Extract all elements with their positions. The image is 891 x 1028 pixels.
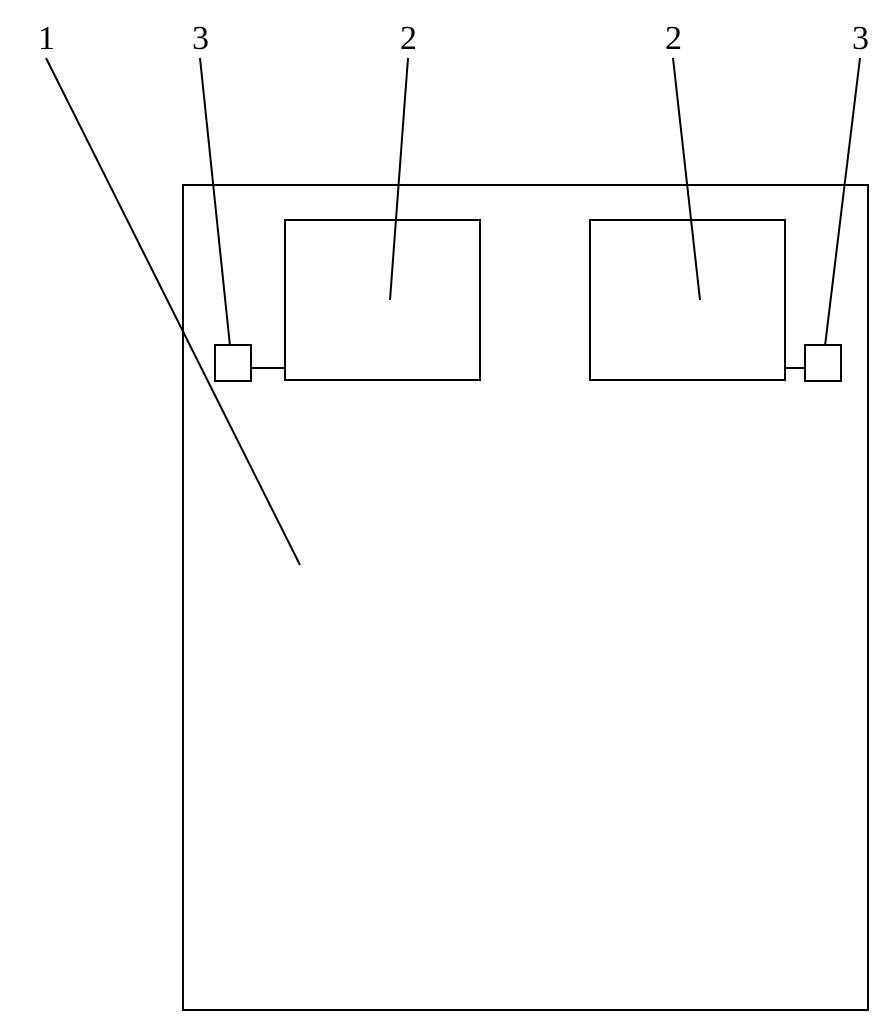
ll-2b <box>673 58 700 300</box>
box-3a <box>215 345 251 381</box>
box-2a <box>285 220 480 380</box>
label-1: 1 <box>38 20 55 58</box>
ll-3a <box>200 58 230 346</box>
shapes-group <box>46 58 860 565</box>
label-3a: 3 <box>192 20 209 58</box>
ll-2a <box>390 58 408 300</box>
technical-diagram <box>0 0 891 1028</box>
ll-1 <box>46 58 300 565</box>
box-2b <box>590 220 785 380</box>
box-3b <box>805 345 841 381</box>
label-3b: 3 <box>852 20 869 58</box>
label-2a: 2 <box>400 20 417 58</box>
ll-3b <box>825 58 860 346</box>
label-2b: 2 <box>665 20 682 58</box>
